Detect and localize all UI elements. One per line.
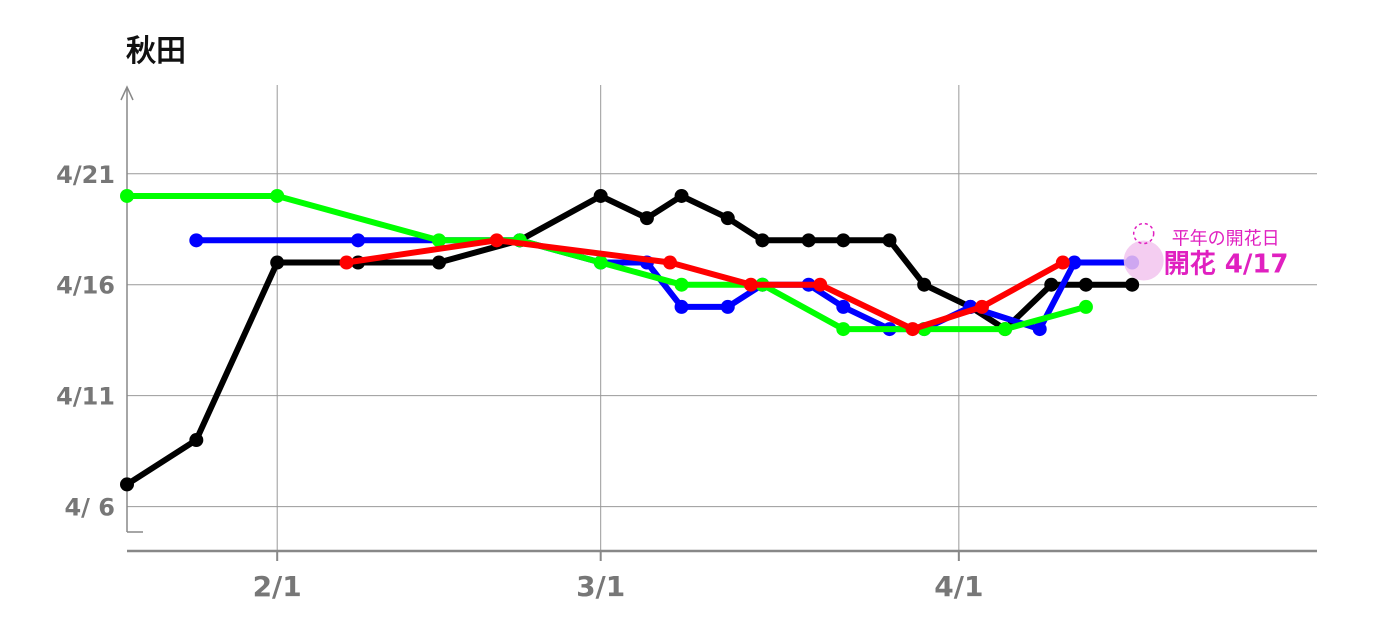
data-point (431, 255, 446, 270)
data-point (339, 255, 354, 270)
data-point (674, 188, 689, 203)
x-tick-label: 3/1 (576, 570, 625, 603)
data-point (801, 233, 816, 248)
data-point (489, 233, 504, 248)
data-point (836, 299, 851, 314)
data-point (1067, 255, 1082, 270)
data-point (663, 255, 678, 270)
data-point (836, 322, 851, 337)
bloom-marker (1123, 240, 1164, 281)
data-point (1055, 255, 1070, 270)
grid-lines (127, 85, 1317, 551)
axes (120, 85, 1317, 561)
data-point (905, 322, 920, 337)
data-point (351, 233, 366, 248)
data-point (270, 255, 285, 270)
data-point (674, 299, 689, 314)
data-point (743, 277, 758, 292)
data-point (431, 233, 446, 248)
data-point (720, 299, 735, 314)
y-tick-label: 4/16 (56, 272, 115, 300)
series-1 (120, 188, 1140, 492)
data-point (1125, 277, 1140, 292)
data-point (917, 277, 932, 292)
data-point (1044, 277, 1059, 292)
data-point (755, 233, 770, 248)
x-tick-label: 4/1 (934, 570, 983, 603)
normal-bloom-marker (1132, 222, 1155, 245)
data-point (813, 277, 828, 292)
series-3 (120, 188, 1093, 337)
tick-labels: 4/ 6 4/11 4/16 4/21 2/1 3/1 4/1 (56, 161, 983, 603)
data-point (593, 255, 608, 270)
data-point (189, 233, 204, 248)
data-point (189, 433, 204, 448)
data-point (120, 477, 134, 492)
data-point (120, 188, 134, 203)
data-point (836, 233, 851, 248)
data-point (593, 188, 608, 203)
data-point (974, 299, 989, 314)
chart-title: 秋田 (126, 34, 186, 69)
data-point (674, 277, 689, 292)
data-point (270, 188, 285, 203)
series-group (120, 188, 1140, 492)
data-point (998, 322, 1013, 337)
data-point (1078, 299, 1093, 314)
data-point (720, 211, 735, 226)
bloom-label: 開花 4/17 (1164, 250, 1289, 280)
data-point (639, 211, 654, 226)
y-tick-label: 4/11 (56, 383, 115, 411)
series-4 (339, 233, 1070, 337)
data-point (1078, 277, 1093, 292)
y-tick-label: 4/21 (56, 161, 115, 189)
x-tick-label: 2/1 (253, 570, 302, 603)
y-tick-label: 4/ 6 (64, 494, 115, 522)
normal-bloom-label: 平年の開花日 (1172, 229, 1280, 250)
data-point (882, 233, 897, 248)
data-point (1032, 322, 1047, 337)
series-line (343, 237, 1066, 333)
y-axis-arrow (120, 85, 134, 101)
